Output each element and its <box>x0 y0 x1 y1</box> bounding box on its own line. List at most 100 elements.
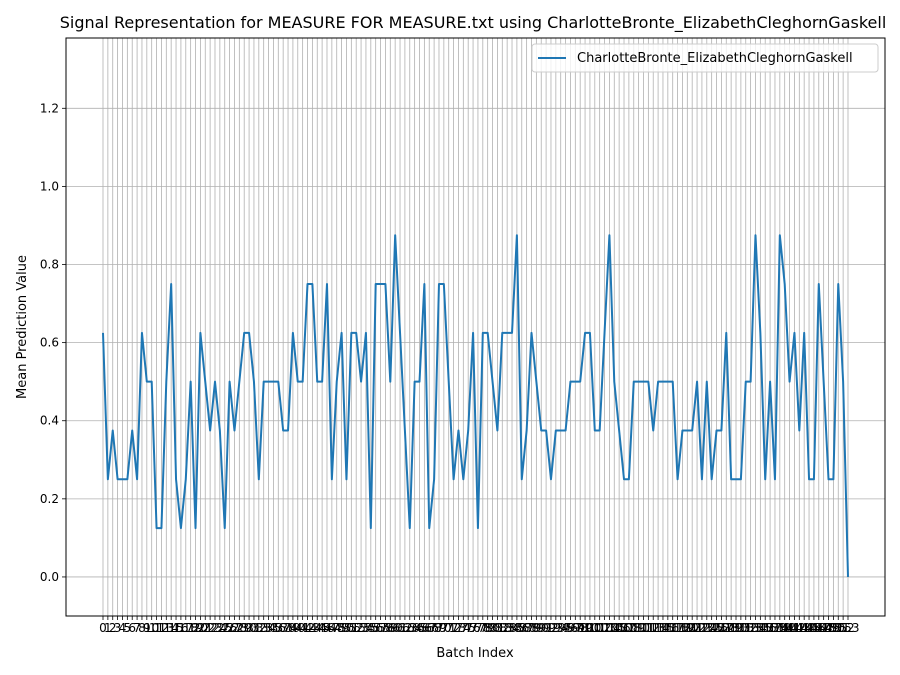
x-tick-label: 105 <box>603 621 626 635</box>
x-tick-label: 106 <box>608 621 631 635</box>
x-tick-label: 8 <box>138 621 146 635</box>
x-tick-label: 135 <box>749 621 772 635</box>
x-axis-label: Batch Index <box>436 646 514 661</box>
x-tick-label: 144 <box>793 621 816 635</box>
x-tick-label: 98 <box>573 621 588 635</box>
x-tick-label: 139 <box>768 621 791 635</box>
x-tick-label: 127 <box>710 621 733 635</box>
x-tick-label: 24 <box>212 621 227 635</box>
x-tick-label: 108 <box>617 621 640 635</box>
x-tick-label: 57 <box>373 621 388 635</box>
x-tick-label: 100 <box>578 621 601 635</box>
x-tick-label: 33 <box>256 621 271 635</box>
x-tick-label: 129 <box>720 621 743 635</box>
y-tick-label: 0.2 <box>40 492 59 506</box>
x-tick-label: 39 <box>285 621 300 635</box>
x-tick-label: 71 <box>441 621 456 635</box>
x-tick-label: 54 <box>358 621 373 635</box>
x-tick-label: 35 <box>266 621 281 635</box>
x-tick-label: 61 <box>392 621 407 635</box>
x-tick-label: 94 <box>553 621 568 635</box>
x-tick-label: 27 <box>227 621 242 635</box>
x-tick-label: 134 <box>744 621 767 635</box>
x-tick-label: 5 <box>124 621 132 635</box>
x-tick-label: 43 <box>305 621 320 635</box>
x-tick-label: 149 <box>817 621 840 635</box>
x-tick-label: 2 <box>109 621 117 635</box>
x-tick-label: 64 <box>407 621 422 635</box>
x-tick-label: 50 <box>339 621 354 635</box>
x-tick-label: 10 <box>144 621 159 635</box>
x-tick-label: 92 <box>543 621 558 635</box>
x-tick-label: 76 <box>465 621 480 635</box>
x-tick-label: 52 <box>349 621 364 635</box>
legend: CharlotteBronte_ElizabethCleghornGaskell <box>531 43 879 73</box>
x-tick-label: 131 <box>729 621 752 635</box>
series-line <box>102 234 849 577</box>
x-tick-label: 16 <box>173 621 188 635</box>
x-tick-label: 75 <box>461 621 476 635</box>
x-tick-label: 104 <box>598 621 621 635</box>
x-tick-label: 44 <box>310 621 325 635</box>
x-tick-label: 126 <box>705 621 728 635</box>
x-tick-label: 107 <box>613 621 636 635</box>
x-tick-label: 82 <box>495 621 510 635</box>
x-tick-label: 147 <box>807 621 830 635</box>
x-tick-label: 130 <box>725 621 748 635</box>
x-tick-label: 93 <box>548 621 563 635</box>
x-tick-label: 102 <box>588 621 611 635</box>
x-tick-label: 51 <box>344 621 359 635</box>
x-tick-label: 97 <box>568 621 583 635</box>
x-tick-label: 30 <box>241 621 256 635</box>
legend-entry: CharlotteBronte_ElizabethCleghornGaskell <box>577 51 853 66</box>
x-tick-label: 46 <box>319 621 334 635</box>
x-tick-label: 122 <box>686 621 709 635</box>
x-tick-label: 1 <box>104 621 112 635</box>
x-tick-label: 142 <box>783 621 806 635</box>
x-tick-label: 38 <box>280 621 295 635</box>
x-tick-label: 138 <box>764 621 787 635</box>
x-tick-label: 47 <box>324 621 339 635</box>
x-tick-label: 133 <box>739 621 762 635</box>
x-tick-label: 66 <box>417 621 432 635</box>
x-tick-label: 103 <box>593 621 616 635</box>
x-tick-label: 117 <box>661 621 684 635</box>
x-tick-label: 65 <box>412 621 427 635</box>
legend-box <box>531 43 879 73</box>
x-tick-label: 91 <box>538 621 553 635</box>
x-tick-label: 68 <box>426 621 441 635</box>
x-tick-label: 40 <box>290 621 305 635</box>
x-tick-label: 143 <box>788 621 811 635</box>
x-tick-label: 60 <box>388 621 403 635</box>
x-tick-label: 3 <box>114 621 122 635</box>
x-tick-label: 109 <box>622 621 645 635</box>
x-tick-label: 37 <box>276 621 291 635</box>
x-tick-label: 72 <box>446 621 461 635</box>
x-tick-label: 42 <box>300 621 315 635</box>
x-tick-label: 145 <box>798 621 821 635</box>
x-tick-label: 80 <box>485 621 500 635</box>
x-tick-label: 26 <box>222 621 237 635</box>
x-tick-label: 74 <box>456 621 471 635</box>
x-tick-label: 84 <box>504 621 519 635</box>
x-tick-label: 31 <box>246 621 261 635</box>
x-tick-label: 53 <box>353 621 368 635</box>
x-tick-label: 20 <box>193 621 208 635</box>
x-tick-label: 17 <box>178 621 193 635</box>
x-tick-label: 124 <box>695 621 718 635</box>
x-tick-label: 116 <box>656 621 679 635</box>
x-tick-label: 153 <box>837 621 860 635</box>
x-tick-label: 9 <box>143 621 151 635</box>
x-tick-label: 45 <box>314 621 329 635</box>
x-tick-label: 14 <box>164 621 179 635</box>
plot-frame <box>65 37 886 617</box>
x-tick-label: 49 <box>334 621 349 635</box>
x-tick-label: 81 <box>490 621 505 635</box>
x-tick-label: 7 <box>133 621 141 635</box>
x-tick-label: 59 <box>383 621 398 635</box>
x-tick-label: 25 <box>217 621 232 635</box>
x-tick-label: 83 <box>500 621 515 635</box>
x-tick-label: 69 <box>431 621 446 635</box>
x-tick-label: 29 <box>237 621 252 635</box>
